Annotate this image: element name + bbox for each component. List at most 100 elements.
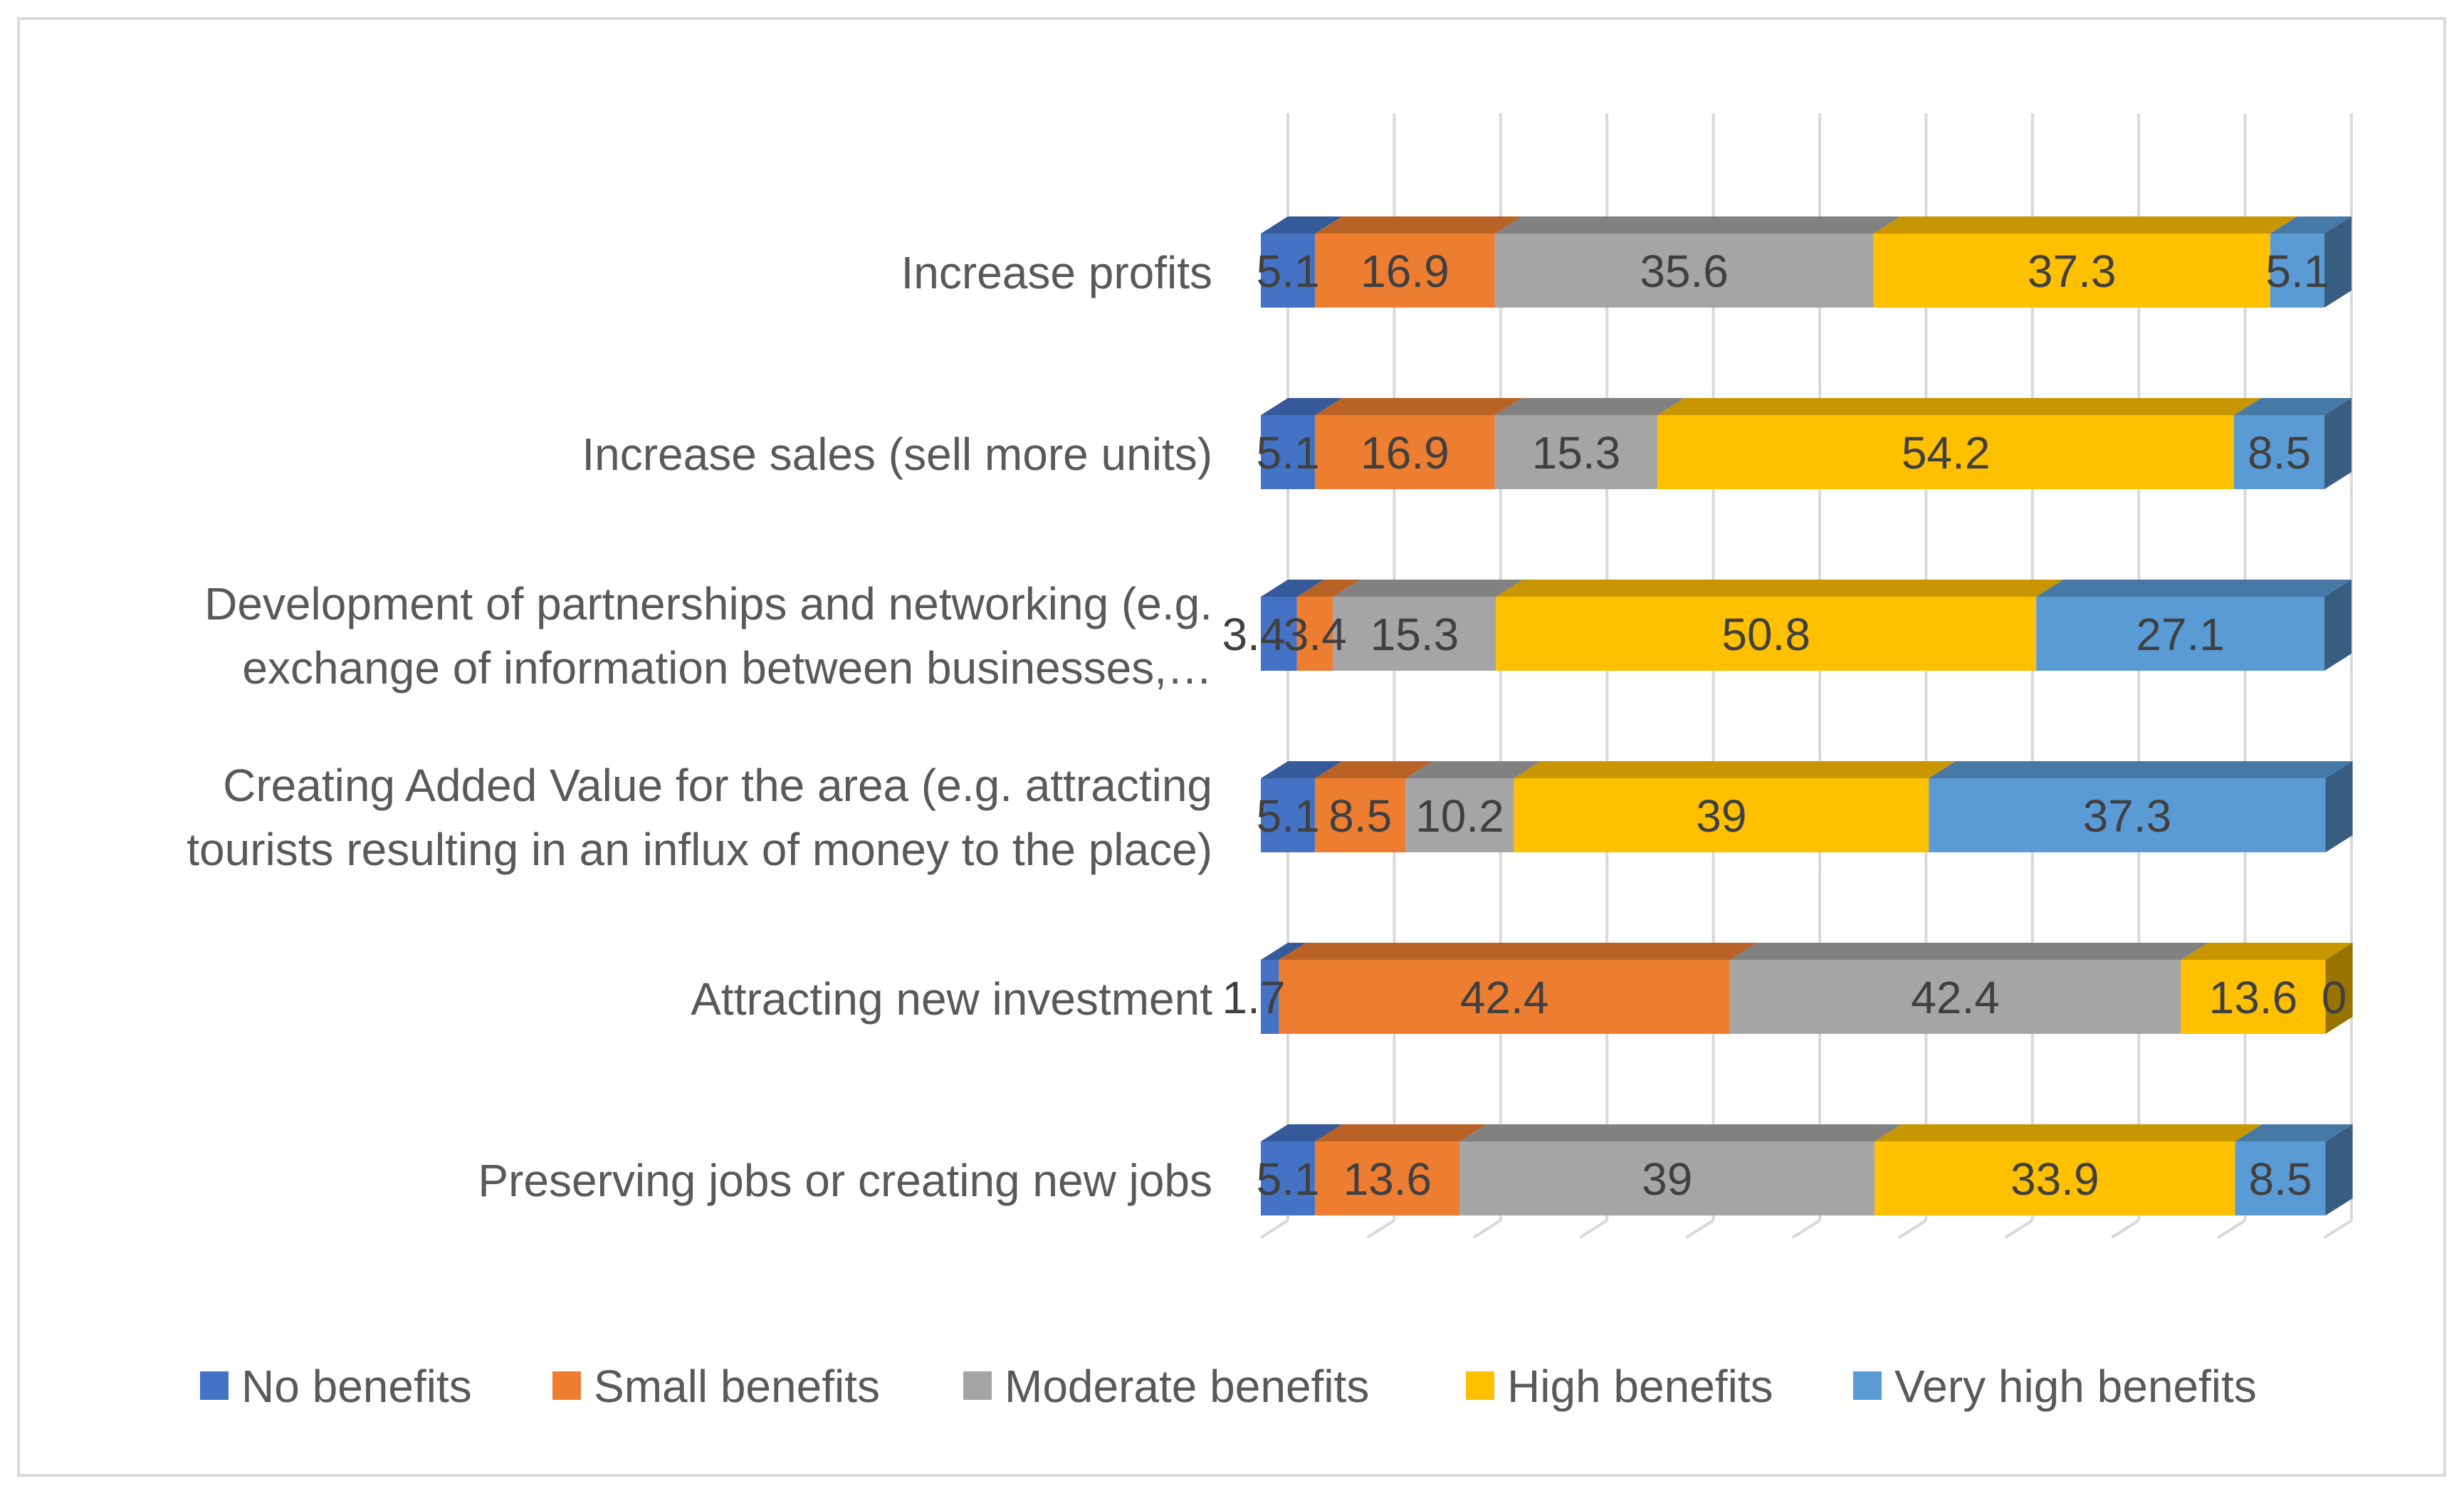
chart-frame: 5.1 16.9 35.6 37.3 5.1 5.1 16.9 15.3 54.2 8.5 3.4 3…: [17, 17, 2446, 1477]
category-label-line: Increase sales (sell more units): [582, 429, 1212, 480]
bar-no-benefits: [1261, 761, 1343, 852]
category-label-line: Attracting new investment: [691, 973, 1212, 1025]
bar-small-benefits: [1315, 761, 1433, 852]
data-label: 15.3: [1532, 427, 1621, 478]
bar-row-4: 5.1 8.5 10.2 39 37.3: [1257, 761, 2353, 852]
legend-label: High benefits: [1507, 1361, 1773, 1412]
bar-no-benefits: [1261, 943, 1306, 1034]
bar-side-face: [2325, 761, 2353, 852]
bar-very-high-benefits: [1929, 761, 2353, 852]
data-label: 5.1: [1257, 246, 1320, 297]
bar-high-benefits: [1496, 580, 2064, 671]
data-label: 35.6: [1640, 246, 1729, 297]
data-label: 39: [1642, 1154, 1692, 1205]
bar-high-benefits: [1657, 398, 2262, 489]
legend-label: No benefits: [241, 1361, 472, 1412]
bar-high-benefits: [1875, 1124, 2263, 1215]
bar-small-benefits: [1296, 580, 1361, 671]
data-label: 27.1: [2136, 609, 2225, 660]
bar-small-benefits: [1279, 943, 1757, 1034]
bar-side-face: [2324, 580, 2352, 671]
data-label: 8.5: [1328, 790, 1392, 842]
legend-label: Very high benefits: [1894, 1361, 2257, 1412]
data-label: 1.7: [1222, 972, 1286, 1023]
bar-high-benefits: [1514, 761, 1956, 852]
data-label: 15.3: [1370, 609, 1459, 660]
legend-swatch: [200, 1371, 229, 1400]
bar-moderate-benefits: [1729, 943, 2208, 1034]
bar-row-3: 3.43.4 15.3 50.8 27.1: [1222, 580, 2352, 671]
bar-moderate-benefits: [1459, 1124, 1902, 1215]
data-label: 13.6: [2209, 972, 2298, 1023]
bar-side-face: [2324, 398, 2352, 489]
legend-item-no-benefits: No benefits: [200, 1361, 472, 1412]
bar-side-face: [2325, 1124, 2353, 1215]
data-label: 5.1: [2265, 246, 2329, 297]
data-label: 5.1: [1257, 790, 1320, 842]
bar-row-6: 5.1 13.6 39 33.9 8.5: [1257, 1124, 2353, 1215]
category-label: Preserving jobs or creating new jobs: [478, 1155, 1212, 1206]
data-label: 0: [2322, 972, 2347, 1023]
category-label: Development of partnerships and networki…: [204, 578, 1212, 694]
legend-label: Small benefits: [594, 1361, 880, 1412]
bar-moderate-benefits: [1494, 216, 1901, 308]
category-label-line: tourists resulting in an influx of money…: [187, 824, 1212, 875]
data-label: 33.9: [2010, 1154, 2099, 1205]
legend: No benefits Small benefits Moderate benefi…: [200, 1361, 2257, 1412]
data-label: 16.9: [1361, 427, 1449, 478]
gridline: [2323, 113, 2353, 1239]
category-label: Increase profits: [901, 247, 1212, 298]
bar-no-benefits: [1261, 580, 1324, 671]
bar-row-2: 5.1 16.9 15.3 54.2 8.5: [1257, 398, 2352, 489]
category-label: Creating Added Value for the area (e.g. …: [187, 760, 1212, 875]
data-label: 10.2: [1415, 790, 1504, 842]
data-label: 16.9: [1361, 246, 1449, 297]
bar-small-benefits: [1315, 398, 1522, 489]
data-label: 8.5: [2249, 1154, 2312, 1205]
data-label: 5.1: [1257, 1154, 1320, 1205]
category-label: Increase sales (sell more units): [582, 429, 1212, 480]
bar-small-benefits: [1315, 216, 1522, 308]
data-label: 13.6: [1343, 1154, 1432, 1205]
data-label: 42.4: [1911, 972, 2000, 1023]
bar-moderate-benefits: [1494, 398, 1685, 489]
data-label: 50.8: [1721, 609, 1810, 660]
bar-side-face: [2324, 216, 2352, 308]
category-label-line: Preserving jobs or creating new jobs: [478, 1155, 1212, 1206]
category-label: Attracting new investment: [691, 973, 1212, 1025]
bar-no-benefits: [1261, 398, 1343, 489]
legend-label: Moderate benefits: [1005, 1361, 1369, 1412]
data-label: 42.4: [1460, 972, 1549, 1023]
data-label: 3.4: [1284, 609, 1347, 660]
legend-swatch: [552, 1371, 581, 1400]
bar-moderate-benefits: [1333, 580, 1524, 671]
bar-very-high-benefits: [2234, 398, 2352, 489]
bar-high-benefits: [1873, 216, 2297, 308]
legend-swatch: [1853, 1371, 1882, 1400]
legend-item-moderate-benefits: Moderate benefits: [963, 1361, 1369, 1412]
category-label-line: Increase profits: [901, 247, 1212, 298]
legend-swatch: [1466, 1371, 1494, 1400]
bar-side-face: [2325, 943, 2353, 1034]
data-label: 39: [1696, 790, 1746, 842]
data-label: 3.4: [1222, 609, 1286, 660]
bar-no-benefits: [1261, 216, 1343, 308]
data-label: 37.3: [2083, 790, 2172, 842]
legend-swatch: [963, 1371, 992, 1400]
bar-row-1: 5.1 16.9 35.6 37.3 5.1: [1257, 216, 2352, 308]
category-label-line: Creating Added Value for the area (e.g. …: [223, 760, 1212, 811]
category-label-line: Development of partnerships and networki…: [204, 578, 1212, 629]
bar-no-benefits: [1261, 1124, 1343, 1215]
category-label-line: exchange of information between business…: [242, 642, 1212, 694]
bar-row-5: 1.7 42.4 42.4 13.6 0: [1222, 943, 2353, 1034]
data-label: 37.3: [2028, 246, 2117, 297]
bar-moderate-benefits: [1405, 761, 1541, 852]
data-label: 8.5: [2248, 427, 2311, 478]
bars: 5.1 16.9 35.6 37.3 5.15.1 16.9 15.3 54.2 8.53.43…: [1222, 216, 2353, 1215]
bar-high-benefits: [2181, 943, 2353, 1034]
bar-small-benefits: [1315, 1124, 1487, 1215]
bar-very-high-benefits: [2235, 1124, 2353, 1215]
legend-item-high-benefits: High benefits: [1466, 1361, 1773, 1412]
data-label: 54.2: [1902, 427, 1991, 478]
bar-very-high-benefits: [2270, 216, 2352, 308]
